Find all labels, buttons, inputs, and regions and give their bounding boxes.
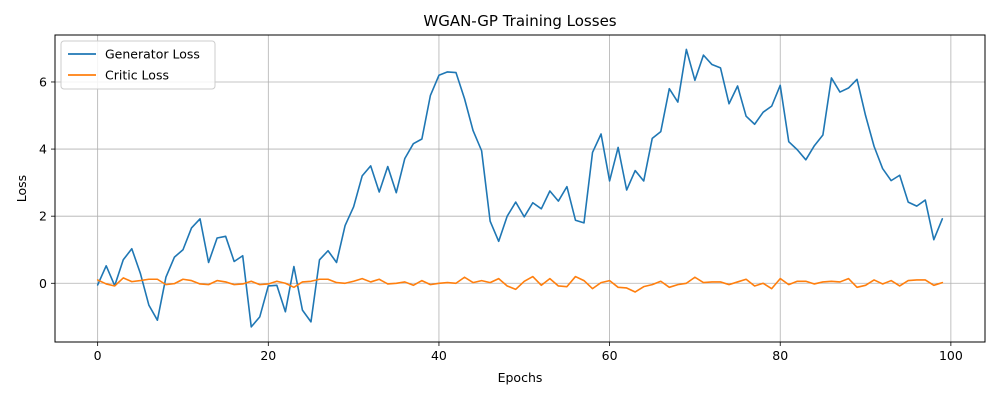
- legend-label-critic: Critic Loss: [105, 68, 169, 83]
- chart-title: WGAN-GP Training Losses: [423, 12, 616, 30]
- plot-frame: [54, 34, 986, 343]
- y-tick-label: 0: [39, 276, 47, 291]
- x-tick-label: 60: [602, 348, 618, 363]
- y-tick-label: 6: [39, 74, 47, 89]
- y-tick-label: 4: [39, 142, 47, 157]
- y-tick-label: 2: [39, 209, 47, 224]
- generator-loss-line: [96, 48, 944, 328]
- x-tick-label: 0: [94, 348, 102, 363]
- x-tick-label: 100: [939, 348, 963, 363]
- x-tick-label: 40: [431, 348, 447, 363]
- critic-loss-line: [96, 275, 944, 293]
- ticks: 0 20 40 60 80 100 0 2 4 6: [39, 74, 963, 363]
- grid: [55, 35, 985, 342]
- legend-box: [60, 40, 216, 90]
- x-axis-label: Epochs: [498, 370, 543, 385]
- y-axis-label: Loss: [14, 175, 29, 202]
- x-tick-label: 80: [772, 348, 788, 363]
- x-tick-label: 20: [260, 348, 276, 363]
- legend-label-generator: Generator Loss: [105, 47, 200, 62]
- legend: Generator Loss Critic Loss: [60, 40, 216, 90]
- series-layer: [96, 48, 944, 328]
